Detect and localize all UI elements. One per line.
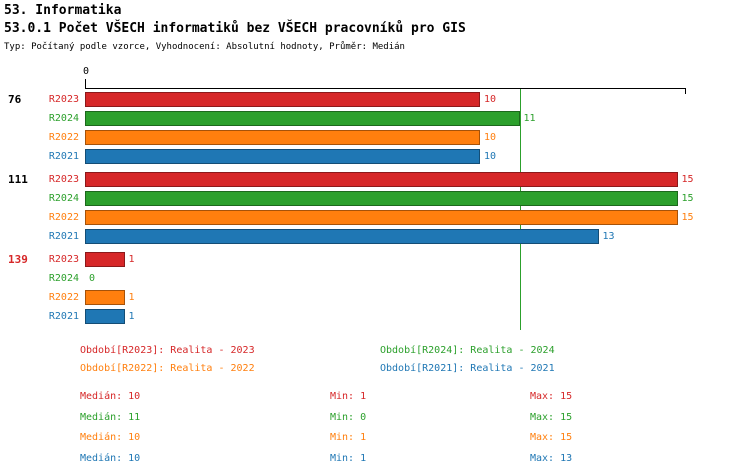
legend-item: Období[R2024]: Realita - 2024 <box>380 345 555 356</box>
group-label: 139 <box>8 253 28 266</box>
stat-min: Min: 1 <box>330 391 367 402</box>
bar <box>85 92 480 107</box>
bar <box>85 130 480 145</box>
x-axis-line <box>85 88 685 89</box>
bar-value: 1 <box>128 292 135 303</box>
bar <box>85 172 678 187</box>
page-title: 53. Informatika <box>4 3 122 18</box>
stat-median: Medián: 10 <box>80 391 141 402</box>
row-label: R2021 <box>48 231 79 242</box>
legend-item: Období[R2021]: Realita - 2021 <box>380 363 555 374</box>
row-label: R2023 <box>48 174 79 185</box>
chart-meta: Typ: Počítaný podle vzorce, Vyhodnocení:… <box>4 42 405 52</box>
stat-median: Medián: 11 <box>80 412 141 423</box>
stat-median: Medián: 10 <box>80 453 141 464</box>
x-axis-tick-zero <box>85 79 86 88</box>
x-axis-tick-end <box>685 88 686 94</box>
stat-max: Max: 13 <box>530 453 573 464</box>
stat-min: Min: 1 <box>330 453 367 464</box>
bar-value: 15 <box>681 193 694 204</box>
row-label: R2021 <box>48 311 79 322</box>
row-label: R2021 <box>48 151 79 162</box>
group-label: 76 <box>8 93 22 106</box>
stat-max: Max: 15 <box>530 391 573 402</box>
stat-max: Max: 15 <box>530 412 573 423</box>
bar-value: 1 <box>128 254 135 265</box>
row-label: R2022 <box>48 212 79 223</box>
stat-median: Medián: 10 <box>80 432 141 443</box>
legend-item: Období[R2023]: Realita - 2023 <box>80 345 255 356</box>
row-label: R2022 <box>48 292 79 303</box>
row-label: R2022 <box>48 132 79 143</box>
stat-min: Min: 0 <box>330 412 367 423</box>
bar-value: 11 <box>523 113 536 124</box>
bar-value: 15 <box>681 174 694 185</box>
row-label: R2023 <box>48 254 79 265</box>
bar <box>85 149 480 164</box>
row-label: R2024 <box>48 273 79 284</box>
bar <box>85 229 599 244</box>
legend-item: Období[R2022]: Realita - 2022 <box>80 363 255 374</box>
median-line <box>519 88 521 330</box>
row-label: R2024 <box>48 193 79 204</box>
stat-min: Min: 1 <box>330 432 367 443</box>
row-label: R2024 <box>48 113 79 124</box>
bar <box>85 210 678 225</box>
group-label: 111 <box>8 173 28 186</box>
chart-title: 53.0.1 Počet VŠECH informatiků bez VŠECH… <box>4 21 466 36</box>
bar-value: 15 <box>681 212 694 223</box>
bar-value: 1 <box>128 311 135 322</box>
bar <box>85 191 678 206</box>
bar <box>85 252 125 267</box>
bar <box>85 290 125 305</box>
bar-value: 10 <box>484 132 497 143</box>
x-axis-tick-label: 0 <box>82 66 90 77</box>
bar-value: 10 <box>484 151 497 162</box>
bar-value: 0 <box>89 273 96 284</box>
bar-value: 13 <box>602 231 615 242</box>
row-label: R2023 <box>48 94 79 105</box>
bar <box>85 111 520 126</box>
bar <box>85 309 125 324</box>
bar-value: 10 <box>484 94 497 105</box>
stat-max: Max: 15 <box>530 432 573 443</box>
